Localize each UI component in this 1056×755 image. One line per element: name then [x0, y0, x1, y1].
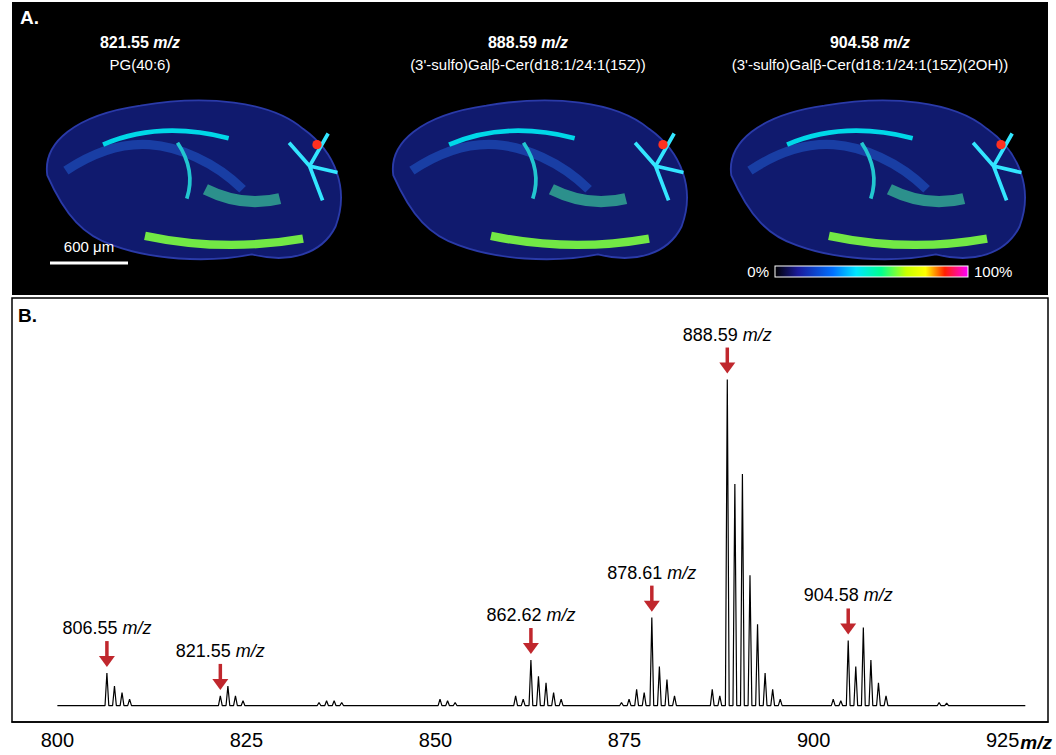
svg-text:B.: B. [18, 305, 37, 326]
svg-text:PG(40:6): PG(40:6) [110, 56, 171, 73]
svg-text:(3'-sulfo)Galβ-Cer(d18:1/24:1(: (3'-sulfo)Galβ-Cer(d18:1/24:1(15Z)(2OH)) [732, 56, 1009, 73]
svg-text:m/z: m/z [743, 325, 772, 345]
svg-text:m/z: m/z [122, 618, 151, 638]
svg-text:888.59 m/z: 888.59 m/z [488, 34, 568, 51]
svg-text:821.55 m/z: 821.55 m/z [100, 34, 180, 51]
svg-text:m/z: m/z [667, 563, 696, 583]
svg-text:100%: 100% [974, 263, 1012, 280]
svg-text:800: 800 [41, 729, 74, 751]
svg-text:850: 850 [419, 729, 452, 751]
svg-text:m/z: m/z [1020, 732, 1052, 753]
svg-text:m/z: m/z [864, 585, 893, 605]
svg-text:m/z: m/z [546, 605, 575, 625]
svg-text:600 μm: 600 μm [64, 238, 114, 255]
svg-text:(3'-sulfo)Galβ-Cer(d18:1/24:1(: (3'-sulfo)Galβ-Cer(d18:1/24:1(15Z)) [410, 56, 646, 73]
svg-text:862.62: 862.62 [486, 605, 546, 625]
svg-text:900: 900 [797, 729, 830, 751]
svg-text:0%: 0% [747, 263, 769, 280]
svg-text:m/z: m/z [236, 641, 265, 661]
svg-text:A.: A. [20, 7, 39, 28]
svg-text:904.58 m/z: 904.58 m/z [830, 34, 910, 51]
svg-text:878.61: 878.61 [607, 563, 667, 583]
svg-text:888.59: 888.59 [683, 325, 743, 345]
svg-text:821.55: 821.55 [176, 641, 236, 661]
svg-text:875: 875 [608, 729, 641, 751]
svg-text:806.55: 806.55 [62, 618, 122, 638]
svg-text:825: 825 [230, 729, 263, 751]
svg-text:904.58: 904.58 [804, 585, 864, 605]
svg-text:925: 925 [986, 729, 1019, 751]
